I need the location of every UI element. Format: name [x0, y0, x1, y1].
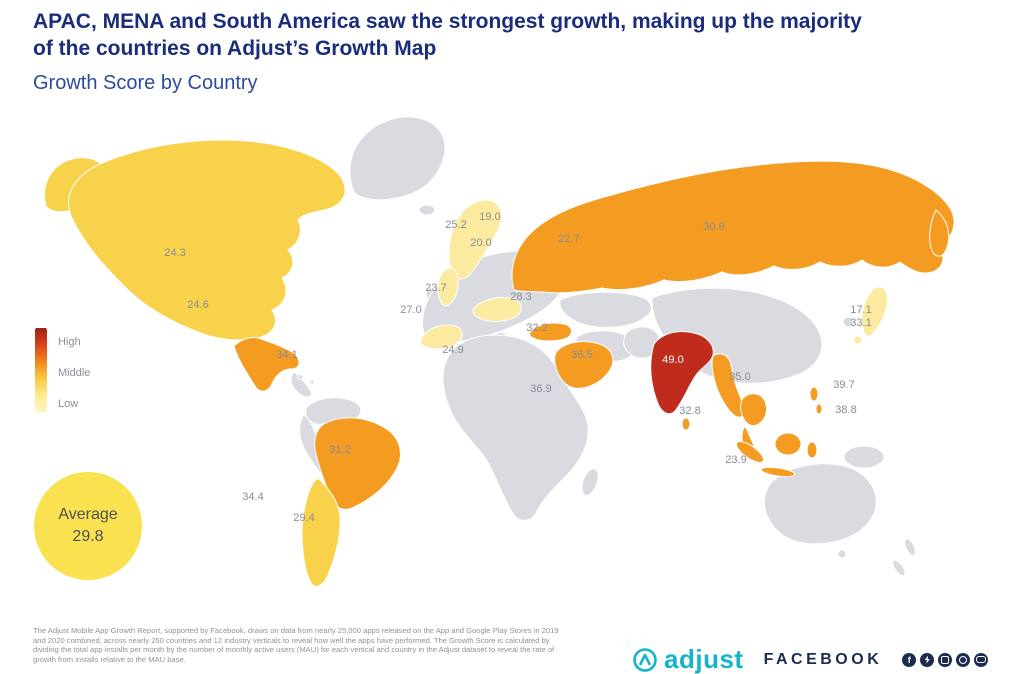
region-iberia: [420, 324, 463, 350]
country-saudi-arabia: [554, 341, 614, 389]
region-caribbean: [309, 379, 315, 385]
color-legend: High Middle Low: [35, 328, 125, 418]
map-label-argentina: 29.4: [293, 512, 315, 524]
map-label-brazil: 31.2: [329, 444, 351, 456]
map-label-russia-west: 22.7: [558, 233, 580, 245]
region-tasmania: [837, 549, 847, 559]
country-india: [650, 330, 714, 415]
whatsapp-icon[interactable]: [956, 652, 971, 667]
instagram-icon[interactable]: [938, 652, 953, 667]
country-papua-new-guinea: [843, 445, 885, 469]
page-title-line2: of the countries on Adjust’s Growth Map: [33, 37, 437, 60]
map-label-chile: 34.4: [242, 491, 264, 503]
country-south-korea: [842, 316, 854, 328]
whatsapp-ring-glyph: [959, 655, 968, 664]
map-label-japan: 17.1: [850, 304, 872, 316]
page-subtitle: Growth Score by Country: [33, 72, 258, 94]
page-title-line1: APAC, MENA and South America saw the str…: [33, 10, 862, 33]
instagram-camera-glyph: [941, 655, 950, 664]
adjust-logo: adjust: [632, 644, 744, 674]
region-central-america: [290, 371, 313, 398]
region-scandinavia: [448, 199, 502, 280]
facebook-wordmark: FACEBOOK: [763, 650, 883, 668]
methodology-footnote: The Adjust Mobile App Growth Report, sup…: [33, 626, 559, 665]
country-mexico: [233, 337, 300, 392]
country-greenland: [349, 116, 446, 201]
region-borneo: [774, 432, 802, 456]
country-philippines: [809, 386, 819, 402]
region-kamchatka: [929, 209, 950, 257]
map-label-thailand: 35.0: [729, 371, 751, 383]
map-label-india: 49.0: [662, 354, 684, 366]
map-label-united-states: 24.6: [187, 299, 209, 311]
country-united-kingdom: [437, 267, 459, 307]
adjust-wordmark: adjust: [664, 644, 744, 674]
oculus-oval-glyph: [976, 656, 987, 663]
legend-label-high: High: [58, 336, 81, 348]
social-icons: f: [902, 652, 989, 667]
messenger-icon[interactable]: [920, 652, 935, 667]
region-caribbean: [297, 374, 303, 380]
map-label-finland: 19.0: [479, 211, 501, 223]
region-java: [760, 466, 796, 478]
average-label: Average: [58, 506, 118, 523]
country-australia: [763, 463, 877, 545]
region-sumatra: [735, 441, 765, 463]
country-madagascar: [581, 468, 599, 496]
region-central-asia: [559, 291, 652, 329]
region-argentina-chile: [301, 478, 341, 587]
region-pakistan-afghanistan: [623, 326, 661, 359]
header: APAC, MENA and South America saw the str…: [33, 8, 862, 95]
map-label-canada: 24.3: [164, 247, 186, 259]
region-indochina: [740, 393, 768, 427]
country-brazil: [314, 417, 401, 510]
country-russia: [511, 160, 955, 294]
country-turkey: [529, 322, 572, 342]
map-label-turkey: 32.2: [526, 322, 548, 334]
map-label-norway: 25.2: [445, 219, 467, 231]
average-value: 29.8: [72, 528, 104, 545]
region-sulawesi: [806, 441, 818, 459]
map-label-united-kingdom: 23.7: [425, 282, 447, 294]
map-label-north-africa: 24.9: [442, 344, 464, 356]
legend-gradient-bar: [35, 328, 47, 412]
map-label-mexico: 34.1: [276, 349, 298, 361]
map-label-central-europe: 28.3: [510, 291, 532, 303]
map-label-sweden: 20.0: [470, 237, 492, 249]
oculus-icon[interactable]: [974, 652, 989, 667]
region-central-europe: [472, 296, 522, 322]
country-japan: [853, 335, 863, 345]
map-label-russia: 30.9: [703, 221, 725, 233]
map-label-south-korea: 33.1: [850, 317, 872, 329]
country-new-zealand: [904, 538, 916, 556]
country-new-zealand: [892, 559, 906, 577]
map-label-saudi-arabia: 36.5: [571, 349, 593, 361]
continent-africa: [442, 334, 589, 521]
map-label-indonesia: 38.8: [835, 404, 857, 416]
adjust-logo-icon: [633, 647, 657, 672]
map-label-australia: 23.9: [725, 454, 747, 466]
map-label-spain: 27.0: [400, 304, 422, 316]
country-iceland: [418, 204, 436, 216]
legend-label-middle: Middle: [58, 367, 91, 379]
facebook-icon[interactable]: f: [902, 652, 917, 667]
legend-label-low: Low: [58, 398, 79, 410]
map-label-egypt: 36.9: [530, 383, 552, 395]
country-japan: [861, 286, 888, 337]
country-philippines: [815, 403, 823, 415]
average-score-badge: Average 29.8: [34, 472, 142, 580]
country-sri-lanka: [681, 417, 691, 431]
region-canada-usa: [68, 139, 346, 341]
map-label-malaysia: 32.8: [679, 405, 701, 417]
map-label-philippines: 39.7: [833, 379, 855, 391]
messenger-bolt-glyph: [924, 655, 930, 664]
brand-bar: adjust FACEBOOK f: [632, 644, 989, 674]
